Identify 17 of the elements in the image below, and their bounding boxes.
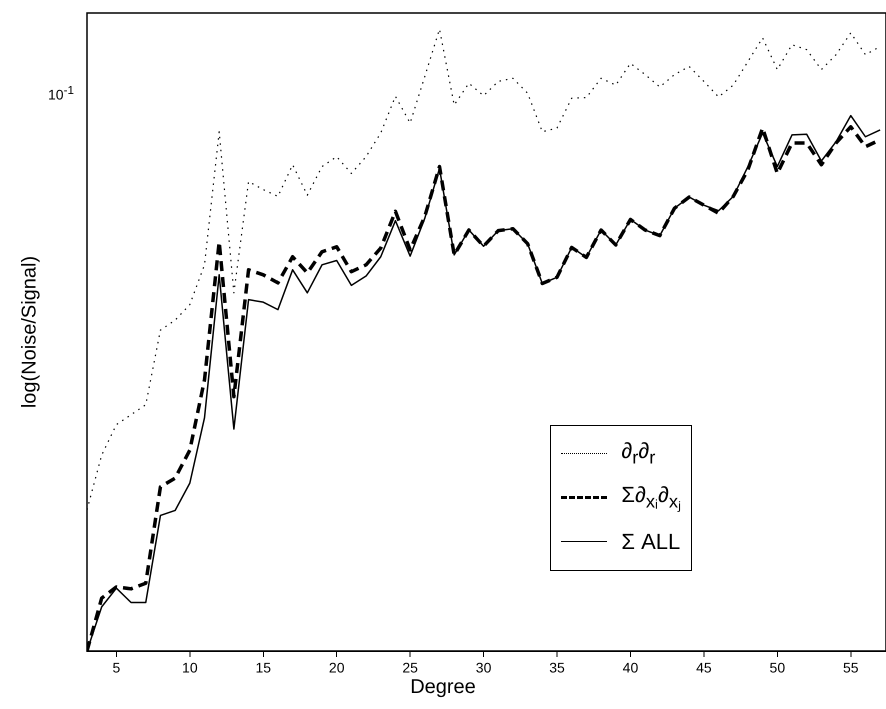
x-tick-label: 25 [402,659,418,676]
x-tick-label: 10 [182,659,198,676]
legend-label: Σ ALL [621,528,680,554]
y-axis-title: log(Noise/Signal) [18,256,42,408]
text: 10$^{-1}$ [48,84,74,103]
x-tick-label: 30 [476,659,492,676]
x-tick-label: 5 [112,659,120,676]
x-tick-label: 50 [770,659,786,676]
x-tick-label: 35 [549,659,565,676]
x-tick-label: 55 [842,659,859,676]
x-tick-label: 20 [328,659,345,676]
legend-label: ∂$_{r}$∂$_{r}$ [621,438,656,469]
x-tick-label: 45 [696,659,712,676]
x-tick-label: 15 [255,659,272,676]
legend-label: Σ∂$_{xᵢ}$∂$_{xⱼ}$ [621,482,681,513]
x-axis-title: Degree [409,676,477,699]
x-tick-label: 40 [622,659,638,676]
